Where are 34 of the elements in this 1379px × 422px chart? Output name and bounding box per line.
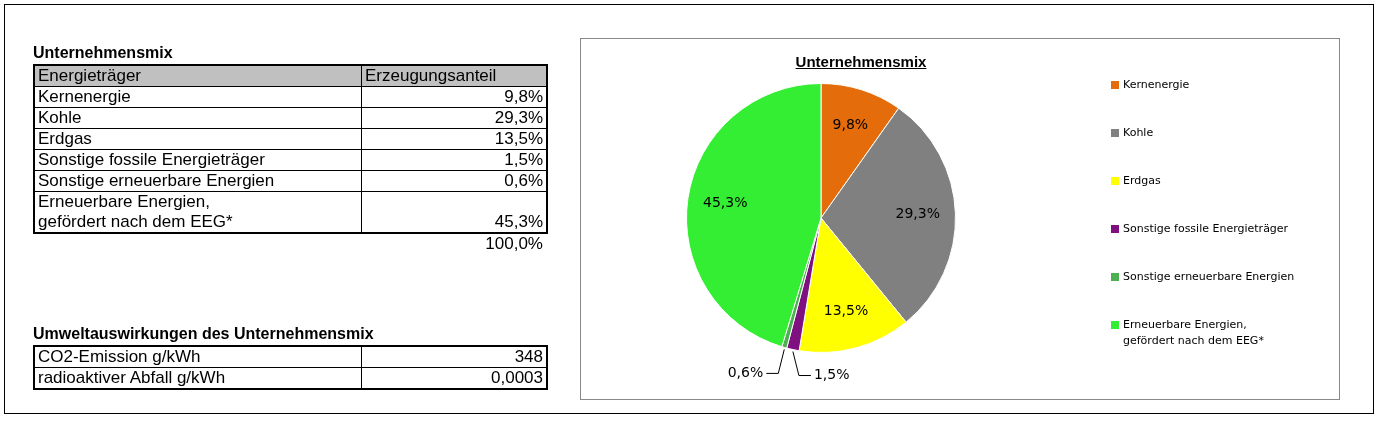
data-label: 9,8% bbox=[832, 116, 869, 133]
text: 9,8% bbox=[504, 87, 543, 106]
text: 29,3% bbox=[494, 108, 543, 127]
text: Unternehmensmix bbox=[33, 44, 174, 62]
text: 100,0% bbox=[485, 234, 543, 253]
category-label: Erneuerbare Energien, gefördert nach dem EEG* bbox=[34, 191, 362, 233]
text: 45,3% bbox=[494, 212, 543, 231]
data-label: 45,3% bbox=[702, 194, 748, 211]
legend-label: Erdgas bbox=[1123, 173, 1161, 189]
text: 0,6% bbox=[504, 171, 543, 190]
legend-label: Sonstige erneuerbare Energien bbox=[1123, 269, 1295, 285]
text: Erzeugungsanteil bbox=[361, 65, 547, 87]
text: Energieträger bbox=[34, 65, 362, 87]
data-label: 1,5% bbox=[813, 366, 850, 383]
category-label: Kohle bbox=[34, 107, 362, 129]
category-label: CO2-Emission g/kWh bbox=[34, 346, 362, 368]
data-label: 0,6% bbox=[727, 364, 764, 381]
legend-label: Erneuerbare Energien, gefördert nach dem EEG* bbox=[1123, 317, 1264, 349]
legend-label: Kernenergie bbox=[1123, 77, 1190, 93]
text: Umweltauswirkungen des Unternehmensmix bbox=[33, 325, 375, 343]
category-label: Sonstige fossile Energieträger bbox=[34, 149, 362, 171]
category-label: Erdgas bbox=[34, 128, 362, 150]
data-label: 13,5% bbox=[823, 302, 869, 319]
category-label: Sonstige erneuerbare Energien bbox=[34, 170, 362, 192]
text: 348 bbox=[514, 347, 543, 366]
category-label: radioaktiver Abfall g/kWh bbox=[34, 367, 362, 389]
legend-label: Kohle bbox=[1123, 125, 1154, 141]
text: 1,5% bbox=[504, 150, 543, 169]
data-label: 29,3% bbox=[895, 205, 941, 222]
text: 13,5% bbox=[494, 129, 543, 148]
category-label: Kernenergie bbox=[34, 86, 362, 108]
legend-label: Sonstige fossile Energieträger bbox=[1123, 221, 1289, 237]
chart-title: Unternehmensmix bbox=[794, 53, 928, 70]
text: 0,0003 bbox=[491, 368, 543, 387]
